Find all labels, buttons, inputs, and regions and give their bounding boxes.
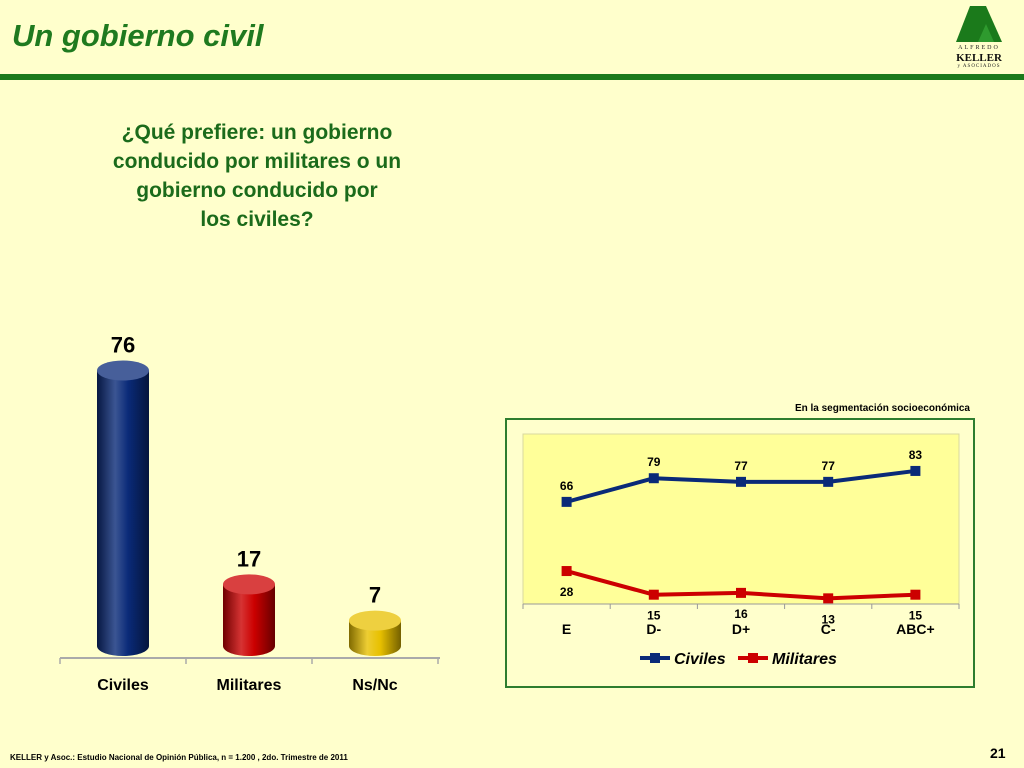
logo-line-1: ALFREDO bbox=[958, 45, 1000, 51]
bar-value-label: 7 bbox=[369, 583, 381, 608]
data-label: 77 bbox=[822, 459, 836, 473]
bar-top-cap bbox=[97, 360, 149, 381]
bar-value-label: 17 bbox=[237, 546, 261, 571]
segment-caption: En la segmentación socioeconómica bbox=[794, 403, 970, 414]
data-label: 66 bbox=[560, 479, 574, 493]
bar-value-label: 76 bbox=[111, 333, 135, 358]
question-line-3: gobierno conducido por bbox=[136, 179, 378, 202]
overall-bar-chart: 76 Civiles 17 Militares 7 Ns/Nc bbox=[59, 333, 440, 694]
series-point-militares bbox=[736, 587, 746, 598]
x-tick-label: D+ bbox=[732, 621, 750, 637]
series-point-civiles bbox=[736, 476, 746, 487]
bar-category-label: Ns/Nc bbox=[352, 677, 397, 694]
data-label: 13 bbox=[822, 612, 836, 626]
x-tick-label: E bbox=[562, 621, 571, 637]
data-label: 83 bbox=[909, 448, 923, 462]
bar-top-cap bbox=[349, 610, 401, 631]
legend-label: Civiles bbox=[674, 651, 726, 668]
bar-nsnc bbox=[349, 620, 401, 656]
series-point-militares bbox=[648, 589, 659, 600]
legend-swatch-marker bbox=[650, 653, 660, 663]
series-point-civiles bbox=[910, 465, 921, 476]
data-label: 15 bbox=[909, 609, 923, 623]
logo-mark-icon bbox=[956, 6, 1002, 42]
logo-line-3: y ASOCIADOS bbox=[957, 64, 1001, 69]
survey-question: ¿Qué prefiere: un gobierno conducido por… bbox=[90, 118, 424, 234]
question-line-1: ¿Qué prefiere: un gobierno bbox=[121, 121, 393, 144]
x-tick-label: ABC+ bbox=[896, 621, 935, 637]
data-label: 28 bbox=[560, 585, 574, 599]
keller-logo: ALFREDO KELLER y ASOCIADOS bbox=[948, 2, 1010, 72]
series-point-militares bbox=[561, 566, 572, 577]
series-point-civiles bbox=[823, 476, 834, 487]
bar-category-label: Militares bbox=[217, 677, 282, 694]
x-tick-label: D- bbox=[646, 621, 661, 637]
bar-civiles bbox=[97, 370, 149, 656]
series-point-civiles bbox=[561, 496, 572, 507]
question-line-2: conducido por militares o un bbox=[112, 150, 402, 173]
data-label: 16 bbox=[734, 607, 748, 621]
bar-militares bbox=[223, 584, 275, 656]
source-footer: KELLER y Asoc.: Estudio Nacional de Opin… bbox=[10, 753, 348, 762]
series-point-militares bbox=[823, 593, 834, 604]
legend-label: Militares bbox=[772, 651, 837, 668]
x-tick-label: C- bbox=[821, 621, 836, 637]
data-label: 15 bbox=[647, 609, 661, 623]
slide-title: Un gobierno civil bbox=[12, 18, 264, 53]
data-label: 77 bbox=[734, 459, 748, 473]
data-label: 79 bbox=[647, 455, 661, 469]
logo-line-2: KELLER bbox=[956, 52, 1002, 64]
plot-area bbox=[522, 433, 960, 605]
bar-category-label: Civiles bbox=[97, 677, 149, 694]
page-number: 21 bbox=[990, 745, 1006, 761]
series-point-militares bbox=[910, 589, 921, 600]
segment-line-chart: E D- D+ C- ABC+ 66 79 77 77 83 28 15 16 13 15 Civiles Mi… bbox=[522, 433, 960, 668]
legend-swatch-marker bbox=[748, 653, 758, 663]
series-point-civiles bbox=[648, 473, 659, 484]
question-line-4: los civiles? bbox=[200, 208, 314, 231]
bar-top-cap bbox=[223, 574, 275, 595]
title-divider bbox=[0, 74, 1024, 80]
